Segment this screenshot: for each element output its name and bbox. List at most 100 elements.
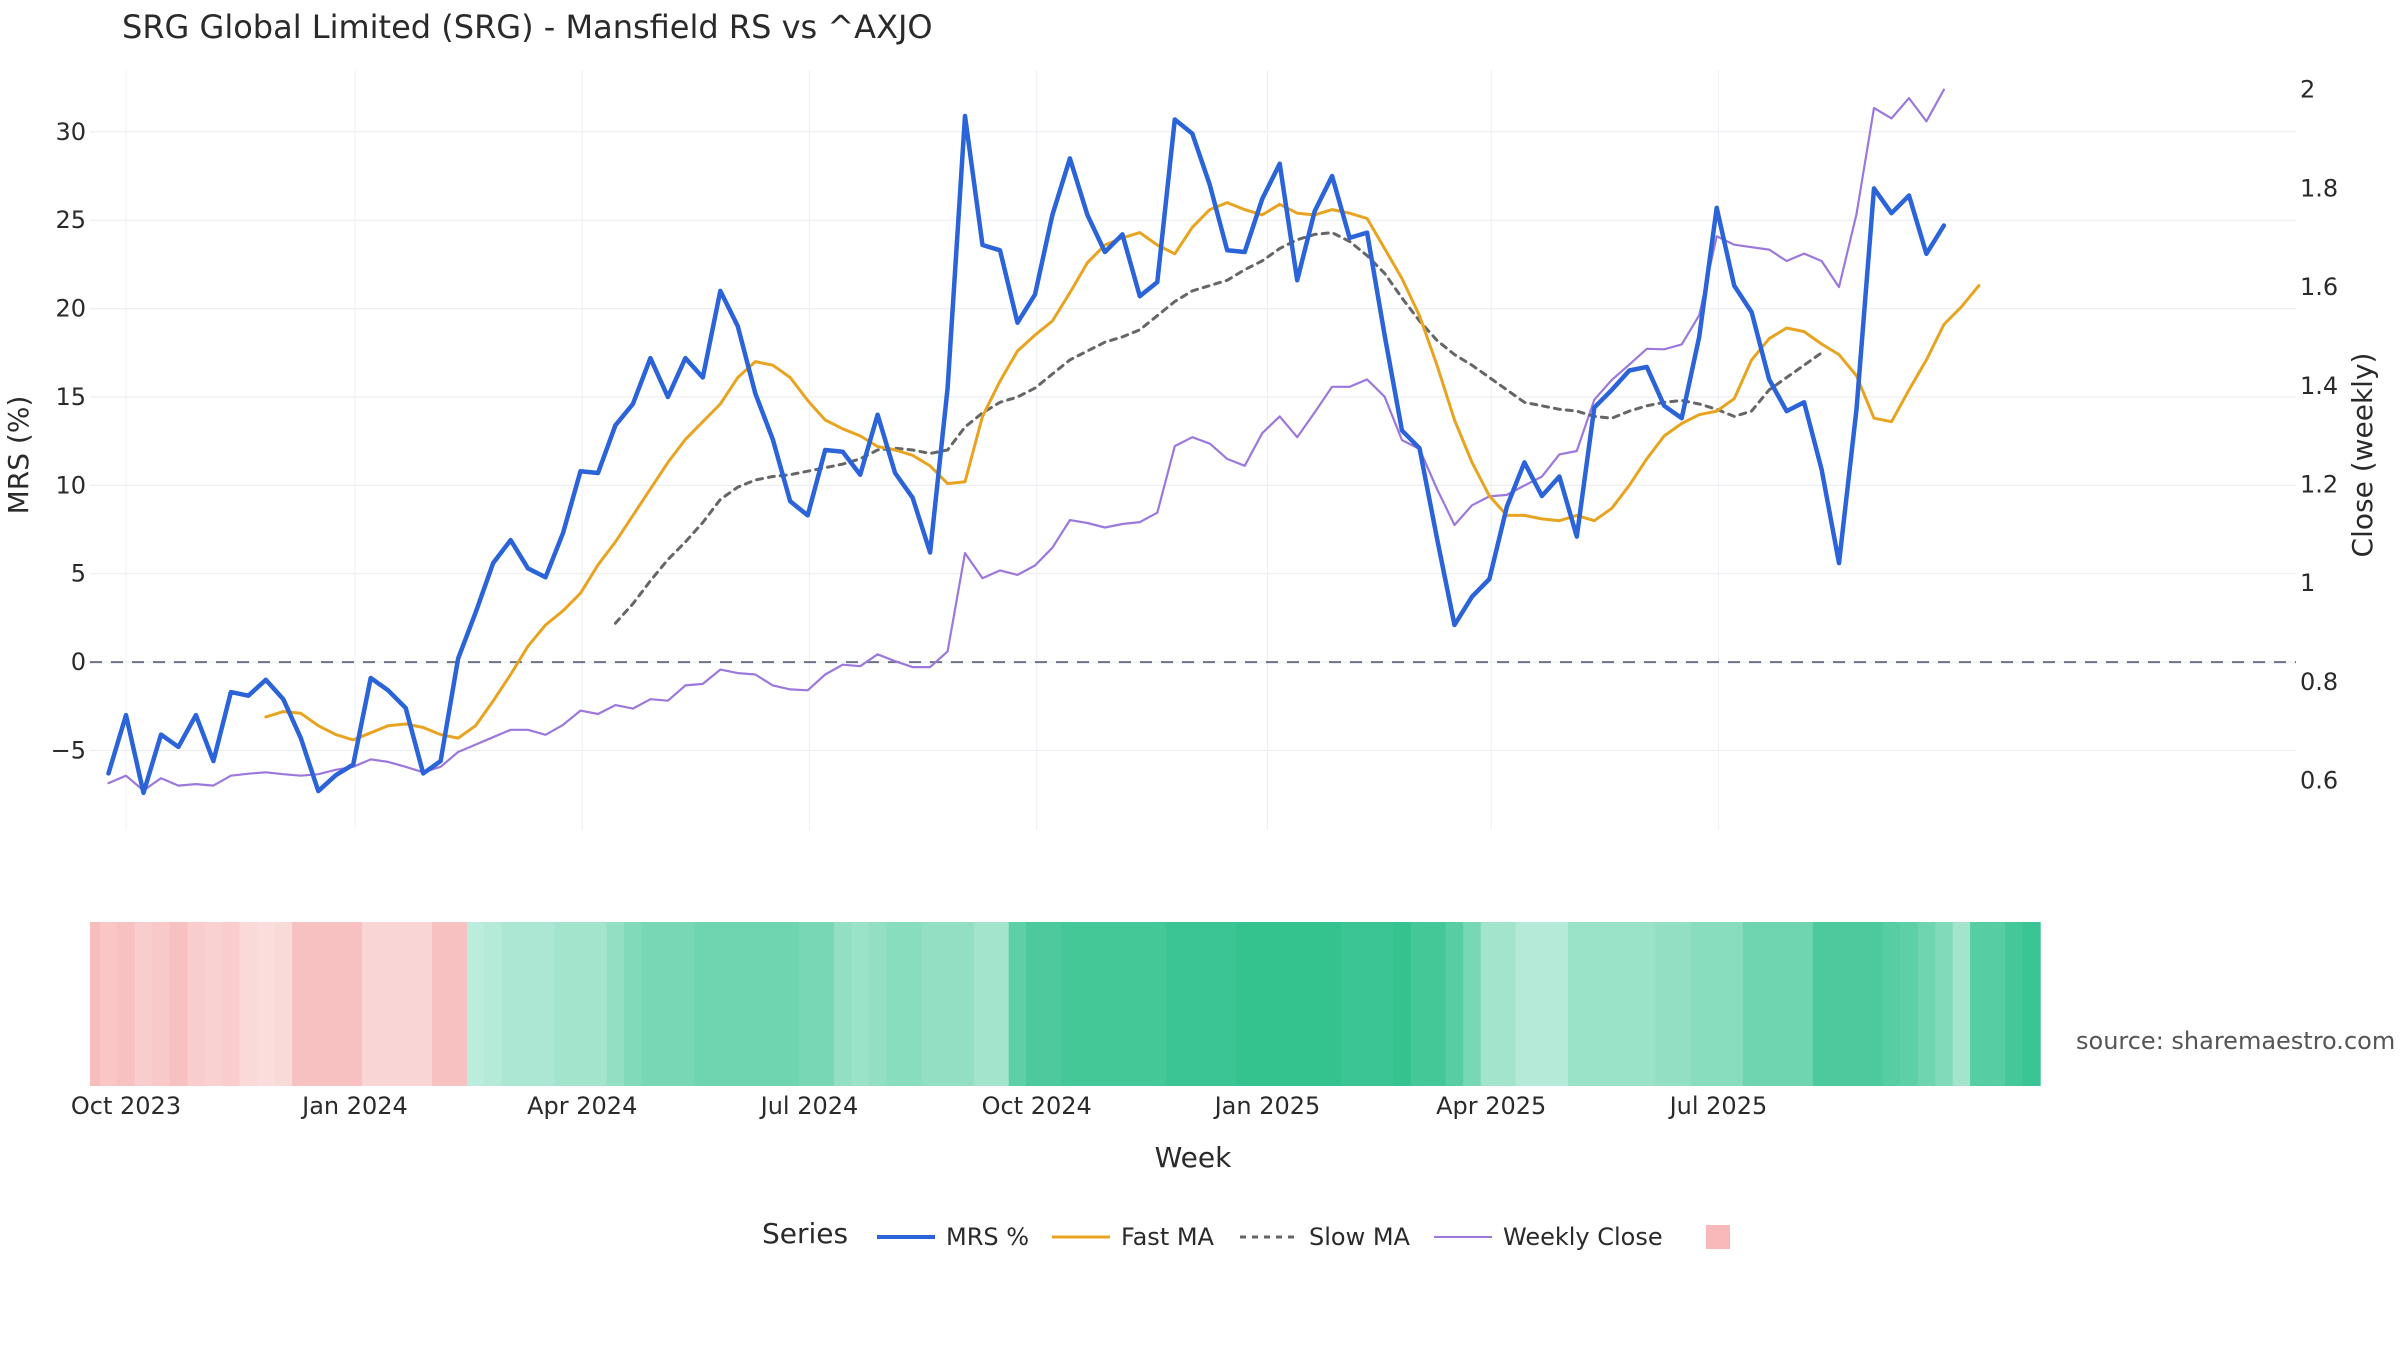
heatmap-cell xyxy=(956,922,975,1086)
heatmap-cell xyxy=(90,922,101,1086)
x-tick-label: Oct 2023 xyxy=(71,1092,181,1120)
heatmap-cell xyxy=(938,922,957,1086)
heatmap-cell xyxy=(973,922,992,1086)
heatmap-cell xyxy=(624,922,643,1086)
heatmap-cell xyxy=(1882,922,1901,1086)
chart-title: SRG Global Limited (SRG) - Mansfield RS … xyxy=(122,8,933,46)
legend-title: Series xyxy=(762,1217,848,1250)
heatmap-cell xyxy=(484,922,503,1086)
heatmap-cell xyxy=(571,922,590,1086)
heatmap-cell xyxy=(257,922,276,1086)
legend-label-slow-ma: Slow MA xyxy=(1309,1223,1411,1251)
heatmap-cell xyxy=(1288,922,1307,1086)
heatmap-cell xyxy=(1218,922,1237,1086)
y2-axis-ticks: 0.6 0.8 1 1.2 1.4 1.6 1.8 2 xyxy=(2300,76,2338,795)
heatmap-cell xyxy=(746,922,765,1086)
y-tick-label: 30 xyxy=(55,118,86,146)
heatmap-cell xyxy=(1253,922,1272,1086)
y-axis-title: MRS (%) xyxy=(2,396,35,515)
heatmap-cell xyxy=(1445,922,1464,1086)
heatmap-cell xyxy=(991,922,1010,1086)
y2-tick-label: 1.4 xyxy=(2300,372,2338,400)
heatmap-cell xyxy=(309,922,328,1086)
x-tick-label: Jul 2024 xyxy=(759,1092,859,1120)
heatmap-cell xyxy=(1061,922,1080,1086)
heatmap-cell xyxy=(1008,922,1027,1086)
regime-heatmap xyxy=(90,922,2041,1086)
x-tick-label: Jan 2025 xyxy=(1213,1092,1321,1120)
y2-tick-label: 0.6 xyxy=(2300,767,2338,795)
heatmap-cell xyxy=(886,922,905,1086)
heatmap-cell xyxy=(1113,922,1132,1086)
heatmap-cell xyxy=(449,922,468,1086)
heatmap-cell xyxy=(1043,922,1062,1086)
heatmap-cell xyxy=(292,922,311,1086)
y2-tick-label: 2 xyxy=(2300,76,2315,104)
legend-label-weekly-close: Weekly Close xyxy=(1503,1223,1663,1251)
y-axis-ticks: −5 0 5 10 15 20 25 30 xyxy=(51,118,86,765)
heatmap-cell xyxy=(711,922,730,1086)
heatmap-cell xyxy=(1533,922,1552,1086)
heatmap-cell xyxy=(379,922,398,1086)
heatmap-cell xyxy=(554,922,573,1086)
heatmap-cell xyxy=(187,922,206,1086)
legend: Series MRS % Fast MA Slow MA Weekly Clos… xyxy=(762,1217,1730,1251)
heatmap-cell xyxy=(851,922,870,1086)
heatmap-cell xyxy=(816,922,835,1086)
x-tick-label: Jul 2025 xyxy=(1668,1092,1768,1120)
x-axis-ticks: Oct 2023 Jan 2024 Apr 2024 Jul 2024 Oct 2024… xyxy=(71,1092,1767,1120)
heatmap-cell xyxy=(1655,922,1674,1086)
heatmap-cell xyxy=(222,922,241,1086)
heatmap-cell xyxy=(1725,922,1744,1086)
y-tick-label: 20 xyxy=(55,295,86,323)
heatmap-cell xyxy=(152,922,171,1086)
heatmap-cell xyxy=(1131,922,1150,1086)
heatmap-cell xyxy=(99,922,118,1086)
heatmap-cell xyxy=(431,922,450,1086)
y-tick-label: −5 xyxy=(51,736,86,764)
heatmap-cell xyxy=(134,922,153,1086)
heatmap-cell xyxy=(327,922,346,1086)
heatmap-cell xyxy=(1690,922,1709,1086)
heatmap-cell xyxy=(1777,922,1796,1086)
heatmap-cell xyxy=(1078,922,1097,1086)
x-axis-title: Week xyxy=(1155,1141,1232,1174)
heatmap-cell xyxy=(1498,922,1517,1086)
heatmap-cell xyxy=(274,922,293,1086)
heatmap-cell xyxy=(1970,922,1989,1086)
heatmap-cell xyxy=(1358,922,1377,1086)
heatmap-cell xyxy=(466,922,485,1086)
heatmap-cell xyxy=(764,922,783,1086)
heatmap-cell xyxy=(1428,922,1447,1086)
heatmap-cell xyxy=(1847,922,1866,1086)
heatmap-cell xyxy=(903,922,922,1086)
heatmap-cell xyxy=(1707,922,1726,1086)
heatmap-cell xyxy=(641,922,660,1086)
heatmap-cell xyxy=(781,922,800,1086)
heatmap-cell xyxy=(1900,922,1919,1086)
heatmap-cell xyxy=(1410,922,1429,1086)
y2-tick-label: 1.6 xyxy=(2300,273,2338,301)
heatmap-cell xyxy=(169,922,188,1086)
x-tick-label: Oct 2024 xyxy=(982,1092,1092,1120)
y-tick-label: 25 xyxy=(55,206,86,234)
y2-tick-label: 1.8 xyxy=(2300,174,2338,202)
heatmap-cell xyxy=(1270,922,1289,1086)
series-line-weekly-close xyxy=(107,88,1946,792)
heatmap-cell xyxy=(1638,922,1657,1086)
heatmap-cell xyxy=(1603,922,1622,1086)
heatmap-cell xyxy=(117,922,136,1086)
y2-tick-label: 1.2 xyxy=(2300,471,2338,499)
heatmap-cell xyxy=(1236,922,1255,1086)
heatmap-cell xyxy=(606,922,625,1086)
heatmap-cell xyxy=(1760,922,1779,1086)
heatmap-cell xyxy=(1795,922,1814,1086)
legend-swatch-regime xyxy=(1706,1225,1730,1249)
heatmap-cell xyxy=(396,922,415,1086)
y-tick-label: 15 xyxy=(55,383,86,411)
heatmap-cell xyxy=(589,922,608,1086)
heatmap-cell xyxy=(1952,922,1971,1086)
heatmap-cell xyxy=(1935,922,1954,1086)
heatmap-cell xyxy=(868,922,887,1086)
